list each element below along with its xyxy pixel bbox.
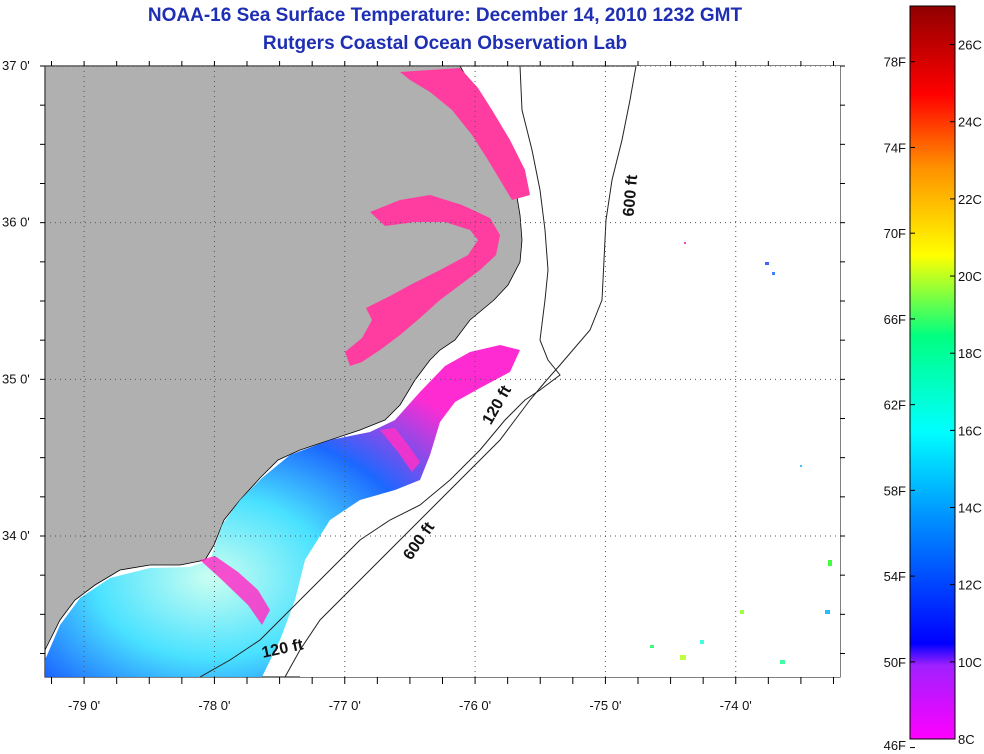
- lat-tick-label: 37 0': [2, 58, 30, 73]
- colorbar-celsius-label: 22C: [958, 192, 982, 207]
- ocean-no-data: [300, 66, 840, 677]
- colorbar: [909, 5, 956, 740]
- map-title: NOAA-16 Sea Surface Temperature: Decembe…: [147, 5, 743, 26]
- albemarle-sound: [400, 68, 530, 200]
- colorbar-fahrenheit-label: 46F: [884, 738, 906, 753]
- colorbar-fahrenheit-label: 74F: [884, 140, 906, 155]
- colorbar-celsius-label: 20C: [958, 269, 982, 284]
- map-subtitle: Rutgers Coastal Ocean Observation Lab: [262, 33, 628, 54]
- lon-tick-label: -78 0': [198, 698, 230, 713]
- contour-label: 600 ft: [621, 173, 642, 217]
- lat-tick-label: 34 0': [2, 528, 30, 543]
- colorbar-fahrenheit-label: 58F: [884, 483, 906, 498]
- colorbar-labels: 26C 24C 22C 20C 18C 16C 14C 12C 10C 8C 78F 74F 70F 66…: [884, 38, 982, 753]
- colorbar-fahrenheit-label: 62F: [884, 398, 906, 413]
- colorbar-fahrenheit-label: 50F: [884, 655, 906, 670]
- colorbar-fahrenheit-label: 78F: [884, 55, 906, 70]
- lon-tick-label: -77 0': [329, 698, 361, 713]
- contour-120ft: [199, 66, 561, 677]
- sst-cape-fear-plume: [200, 556, 270, 625]
- lat-tick-label: 36 0': [2, 215, 30, 230]
- graticule: [45, 66, 840, 677]
- colorbar-celsius-label: 18C: [958, 346, 982, 361]
- colorbar-fahrenheit-label: 54F: [884, 569, 906, 584]
- sst-scattered-pixels: [650, 242, 832, 664]
- axis-labels: 37 0' 36 0' 35 0' 34 0' -79 0' -78 0' -77 0' -7…: [2, 58, 752, 713]
- colorbar-celsius-label: 8C: [958, 732, 975, 747]
- colorbar-celsius-label: 24C: [958, 115, 982, 130]
- axis-ticks: [40, 61, 845, 684]
- colorbar-fahrenheit-label: 70F: [884, 226, 906, 241]
- colorbar-celsius-label: 16C: [958, 423, 982, 438]
- lon-tick-label: -74 0': [720, 698, 752, 713]
- contour-600ft: [284, 66, 637, 677]
- colorbar-celsius-label: 26C: [958, 38, 982, 53]
- colorbar-celsius-label: 10C: [958, 655, 982, 670]
- sst-coastal-band: [45, 345, 520, 677]
- pamlico-sound: [345, 195, 500, 366]
- colorbar-fahrenheit-label: 66F: [884, 312, 906, 327]
- lat-tick-label: 35 0': [2, 371, 30, 386]
- lon-tick-label: -76 0': [459, 698, 491, 713]
- lon-tick-label: -75 0': [589, 698, 621, 713]
- lon-tick-label: -79 0': [68, 698, 100, 713]
- colorbar-celsius-label: 12C: [958, 578, 982, 593]
- colorbar-celsius-label: 14C: [958, 501, 982, 516]
- sst-cape-lookout-plume: [380, 428, 420, 472]
